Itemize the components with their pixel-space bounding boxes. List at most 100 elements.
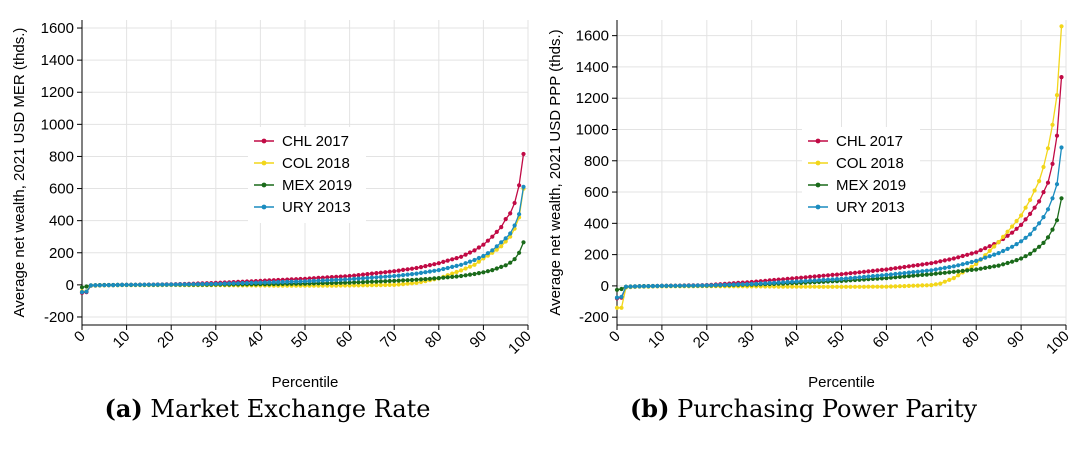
data-point [992,244,997,249]
data-point [843,271,849,276]
data-point [834,277,840,282]
data-point [987,248,992,253]
data-point [866,284,871,289]
data-point [405,267,410,272]
data-point [772,280,777,285]
data-point [253,280,258,285]
data-point [459,254,464,259]
data-point [409,281,415,286]
data-point [307,279,312,284]
data-point [902,264,907,270]
legend: CHL 2017 COL 2018 MEX 2019 URY 2013 [802,127,920,223]
data-point [445,275,450,280]
data-point [445,258,450,263]
data-point [888,275,893,280]
data-point [1059,75,1064,80]
data-point [897,274,902,279]
data-point [956,273,961,278]
data-point [387,282,392,287]
data-point [825,273,831,278]
data-point [1023,254,1028,259]
data-point [1045,235,1051,240]
data-point [951,256,956,261]
data-point [969,264,974,269]
x-tick-label: 80 [959,328,983,352]
data-point [1050,161,1055,166]
data-point [392,273,397,279]
data-point [334,277,339,282]
data-point [432,262,437,267]
data-point [450,274,455,279]
data-point [218,281,223,286]
series-line [616,147,1063,299]
legend-label: URY 2013 [282,199,351,216]
data-point [1010,259,1015,264]
data-point [213,281,218,286]
data-point [974,258,979,263]
data-point [472,262,477,267]
data-point [808,284,813,289]
data-point [508,211,513,216]
data-point [476,259,481,264]
data-point [374,275,379,280]
data-point [338,280,343,285]
data-point [884,284,889,289]
data-point [1028,197,1033,202]
data-point [356,283,361,288]
data-point [879,273,884,278]
data-point [517,212,522,217]
data-point [965,252,970,257]
x-tick-label: 90 [466,328,490,352]
data-point [352,273,357,278]
data-point [463,273,468,278]
data-point [436,268,441,273]
series-ury-2013 [614,145,1064,300]
data-point [852,284,858,289]
data-point [115,282,120,288]
data-point [915,273,920,278]
data-point [906,274,911,279]
data-point [650,284,655,289]
data-point [614,295,620,300]
data-point [294,279,299,284]
data-point [423,277,428,282]
data-point [1028,211,1033,216]
data-point [356,276,361,281]
data-point [405,278,410,283]
data-point [517,183,522,188]
data-point [933,260,938,265]
data-point [794,276,799,281]
y-tick-label: 800 [584,153,609,170]
data-point [490,268,495,273]
data-point [668,283,673,288]
data-point [857,270,862,275]
data-point [740,282,745,287]
legend-item: COL 2018 [254,155,350,172]
data-point [459,262,464,267]
data-point [821,273,826,278]
data-point [996,263,1001,268]
y-tick-label: 400 [49,213,74,230]
y-tick-label: 600 [584,184,609,201]
data-point [378,283,383,288]
data-point [861,269,867,274]
data-point [374,283,379,288]
data-point [1001,248,1006,254]
data-point [1005,246,1010,251]
data-point [1050,196,1055,201]
data-point [409,272,415,277]
data-point [106,283,111,288]
data-point [102,283,107,288]
data-point [875,268,880,273]
data-point [1014,242,1019,247]
data-point [169,282,174,287]
data-point [821,284,826,289]
data-point [992,252,997,257]
x-tick-label: 0 [71,328,89,346]
data-point [258,280,263,285]
data-point [396,273,401,278]
data-point [267,280,272,285]
data-point [1041,215,1046,220]
data-point [673,283,678,288]
data-point [870,268,875,273]
